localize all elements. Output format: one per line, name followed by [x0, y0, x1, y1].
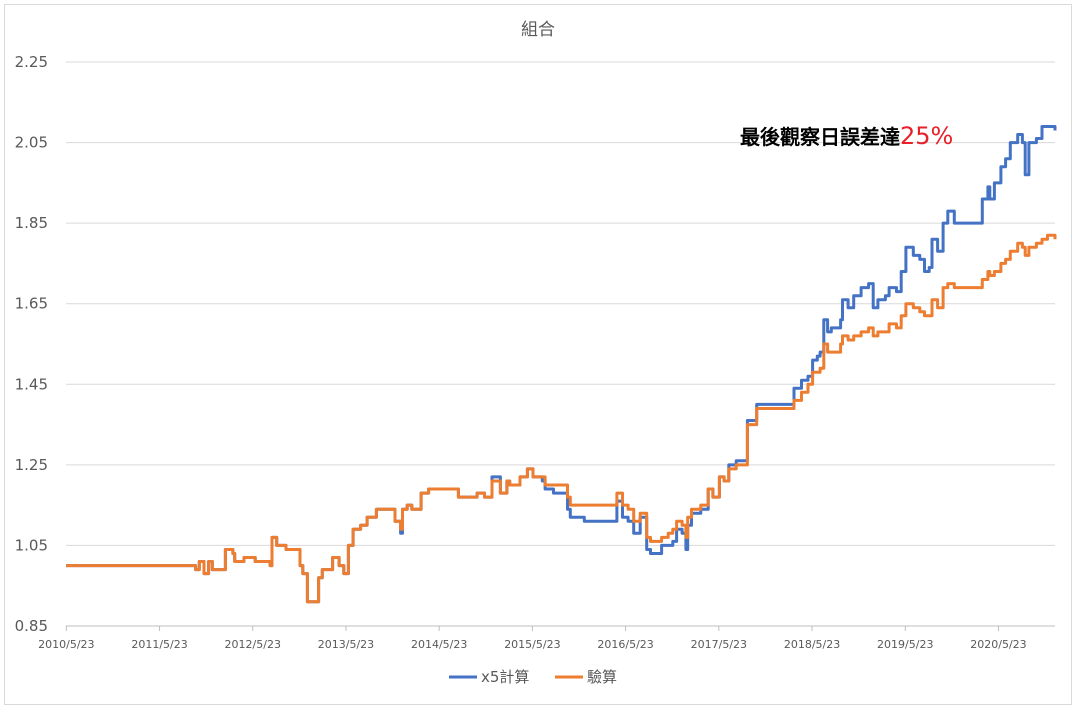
grid-layer — [66, 61, 1055, 627]
chart-title: 組合 — [521, 20, 555, 40]
y-tick-label: 1.25 — [15, 456, 48, 474]
series-line-x5 — [66, 125, 1057, 604]
series-line-verify — [66, 233, 1057, 604]
y-tick-label: 1.65 — [15, 295, 48, 313]
y-tick-label: 2.05 — [15, 134, 48, 152]
x-tick-label: 2015/5/23 — [504, 638, 560, 651]
error-annotation: 最後觀察日誤差達25% — [740, 122, 953, 150]
x-tick-label: 2013/5/23 — [318, 638, 374, 651]
y-tick-label: 1.45 — [15, 375, 48, 393]
y-tick-label: 2.25 — [15, 53, 48, 71]
x-tick-label: 2017/5/23 — [691, 638, 747, 651]
x-tick-label: 2014/5/23 — [411, 638, 467, 651]
y-tick-label: 0.85 — [15, 617, 48, 635]
annotation-percent: 25% — [900, 122, 953, 150]
annotation-text: 最後觀察日誤差達 — [740, 125, 900, 149]
chart-frame — [4, 4, 1072, 705]
x-tick-label: 2011/5/23 — [131, 638, 187, 651]
x-tick-label: 2018/5/23 — [784, 638, 840, 651]
legend-label-x5: x5計算 — [481, 668, 529, 686]
x-tick-label: 2020/5/23 — [970, 638, 1026, 651]
x-axis: 2010/5/23 2011/5/23 2012/5/23 2013/5/23 2014… — [38, 626, 1027, 651]
legend-label-verify: 驗算 — [587, 668, 617, 686]
y-axis: 2.25 2.05 1.85 1.65 1.45 1.25 1.05 0.85 — [15, 53, 48, 635]
y-tick-label: 1.05 — [15, 536, 48, 554]
x-tick-label: 2012/5/23 — [225, 638, 281, 651]
legend[interactable]: x5計算 驗算 — [449, 668, 617, 686]
svg-text:最後觀察日誤差達25%: 最後觀察日誤差達25% — [740, 122, 953, 150]
series-layer — [66, 125, 1057, 604]
y-tick-label: 1.85 — [15, 214, 48, 232]
x-tick-label: 2016/5/23 — [597, 638, 653, 651]
x-tick-label: 2010/5/23 — [38, 638, 94, 651]
x-tick-label: 2019/5/23 — [877, 638, 933, 651]
